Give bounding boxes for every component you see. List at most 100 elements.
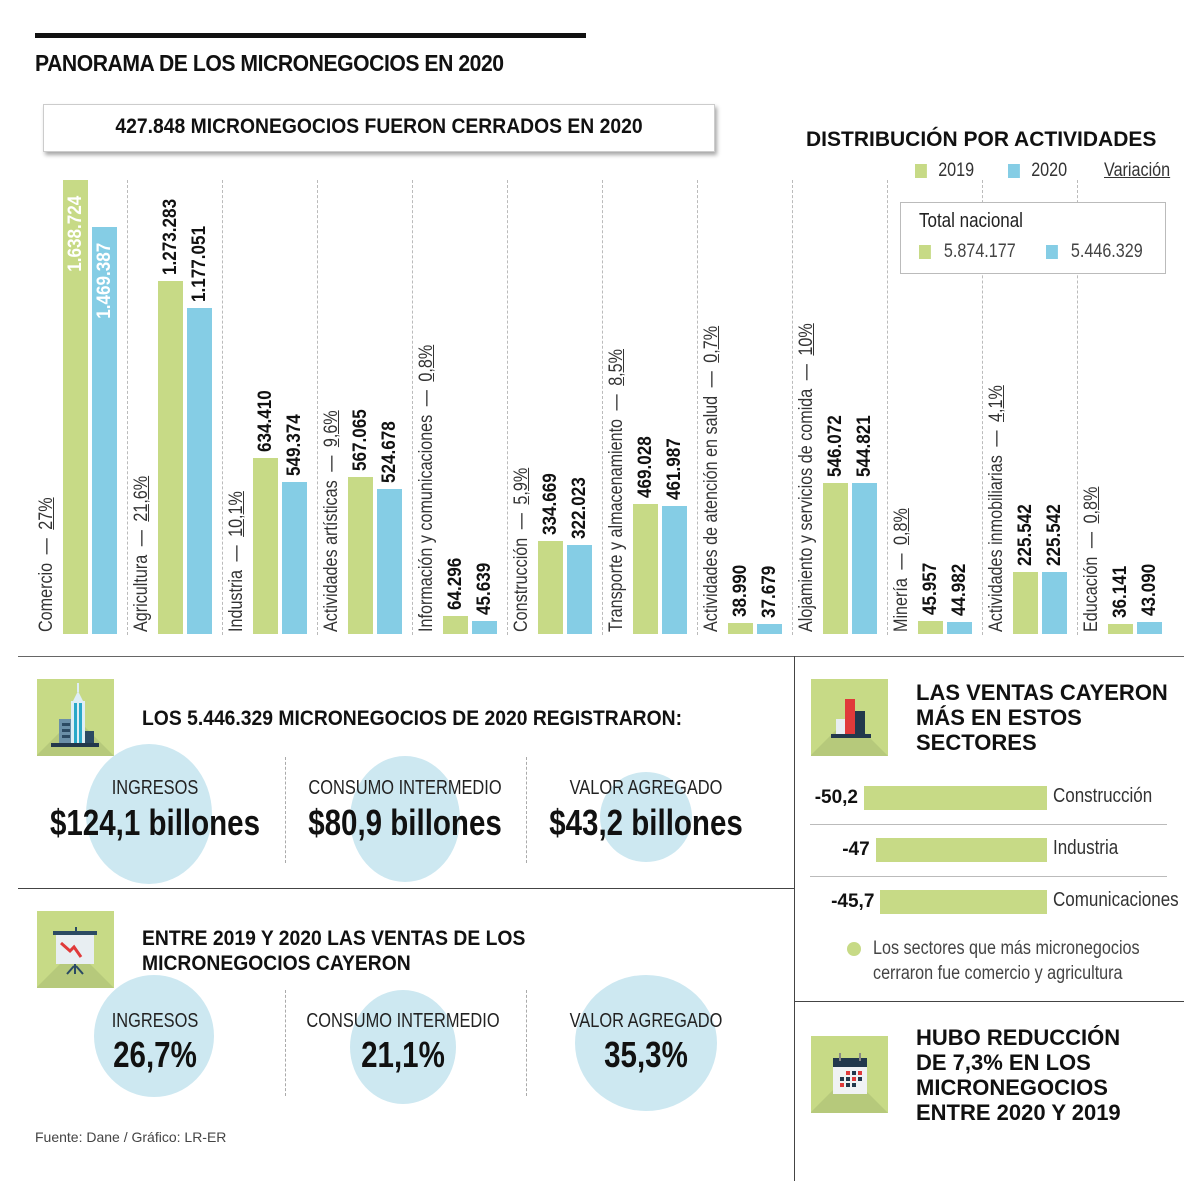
- chart-title: DISTRIBUCIÓN POR ACTIVIDADES: [806, 128, 1157, 151]
- bar-2019: [633, 504, 658, 634]
- category-variation: 10,1%: [226, 491, 247, 537]
- bar-2020: [757, 623, 782, 634]
- value-label-2019: 38.990: [730, 564, 751, 618]
- column-separator: [792, 180, 793, 635]
- legend-label-2020: 2020: [1031, 160, 1068, 181]
- sales-drop-bar: [880, 890, 1047, 914]
- category-variation: 0,7%: [701, 325, 722, 363]
- bar-2019: [538, 541, 563, 634]
- registered-circle-1: [86, 744, 212, 884]
- sales-drop-title: LAS VENTAS CAYERON MÁS EN ESTOS SECTORES: [916, 680, 1168, 755]
- registered-value-consumo: $80,9 billones: [308, 802, 502, 843]
- stat-separator: [285, 990, 286, 1096]
- decline-title: ENTRE 2019 Y 2020 LAS VENTAS DE LOS MICR…: [142, 926, 525, 976]
- column-separator: [1077, 180, 1078, 635]
- dash-separator: —: [891, 553, 912, 570]
- bar-2019: [1108, 623, 1133, 634]
- value-label-2020: 1.177.051: [189, 225, 210, 302]
- category-label: Actividades de atención en salud — 0,7%: [701, 326, 723, 632]
- bar-2020: [852, 483, 877, 634]
- column-separator: [412, 180, 413, 635]
- dash-separator: —: [796, 364, 817, 381]
- total-title: Total nacional: [919, 210, 1023, 232]
- category-variation: 0,8%: [416, 344, 437, 382]
- row-separator: [810, 876, 1167, 877]
- bar-2019: [1013, 571, 1038, 634]
- registered-label-ingresos: INGRESOS: [111, 777, 199, 799]
- value-label-2020: 544.821: [854, 415, 875, 478]
- bar-2020: [1042, 571, 1067, 634]
- decline-label-ingresos: INGRESOS: [111, 1010, 199, 1032]
- bar-2019: [158, 281, 183, 634]
- category-name: Construcción: [511, 537, 532, 632]
- divider-top: [18, 656, 1184, 657]
- total-swatch-2020: [1046, 244, 1058, 259]
- sales-drop-bar: [875, 838, 1047, 862]
- bar-2020: [1137, 622, 1162, 634]
- legend-2020: 2020: [1008, 160, 1067, 182]
- sales-drop-label: Industria: [1053, 837, 1119, 859]
- legend-label-2019: 2019: [938, 160, 975, 181]
- legend-2019: 2019: [915, 160, 974, 182]
- sales-drop-label: Comunicaciones: [1053, 889, 1179, 911]
- registered-circle-2: [350, 756, 460, 882]
- decline-value-consumo: 21,1%: [361, 1034, 445, 1075]
- value-label-2020: 524.678: [379, 420, 400, 483]
- registered-value-ingresos: $124,1 billones: [49, 802, 261, 843]
- value-label-2019: 1.638.724: [65, 195, 86, 272]
- total-value-2020: 5.446.329: [1070, 241, 1143, 262]
- column-separator: [222, 180, 223, 635]
- value-label-2019: 469.028: [635, 436, 656, 499]
- value-label-2019: 567.065: [350, 409, 371, 471]
- column-separator: [982, 180, 983, 635]
- dash-separator: —: [1081, 531, 1102, 549]
- divider-vertical: [794, 656, 795, 1181]
- value-label-2019: 45.957: [920, 562, 941, 616]
- column-separator: [602, 180, 603, 635]
- category-name: Transporte y almacenamiento: [606, 418, 627, 632]
- reduction-title-line4: ENTRE 2020 Y 2019: [916, 1100, 1121, 1125]
- category-label: Construcción — 5,9%: [511, 468, 533, 632]
- note-line1: Los sectores que más micronegocios: [873, 938, 1140, 959]
- source-note: Fuente: Dane / Gráfico: LR-ER: [35, 1129, 227, 1145]
- note-line2: cerraron fue comercio y agricultura: [873, 963, 1123, 984]
- decline-circle-2: [350, 990, 456, 1104]
- category-name: Agricultura: [131, 554, 152, 632]
- dash-separator: —: [131, 530, 152, 547]
- bar-2020: [472, 621, 497, 634]
- sales-drop-bar: [864, 786, 1047, 810]
- registered-circle-3: [600, 772, 692, 862]
- bar-2020: [92, 226, 117, 634]
- legend-swatch-2019: [915, 163, 927, 178]
- value-label-2020: 549.374: [284, 413, 305, 476]
- category-name: Actividades de atención en salud: [701, 395, 722, 632]
- column-separator: [317, 180, 318, 635]
- bar-2020: [567, 544, 592, 634]
- category-label: Industria — 10,1%: [226, 491, 248, 632]
- total-value-2019: 5.874.177: [943, 241, 1016, 262]
- reduction-title-line2: DE 7,3% EN LOS: [916, 1050, 1091, 1075]
- closed-banner-text: 427.848 MICRONEGOCIOS FUERON CERRADOS EN…: [115, 115, 643, 138]
- value-label-2020: 461.987: [664, 438, 685, 500]
- value-label-2020: 45.639: [474, 563, 495, 616]
- bar-2019: [918, 621, 943, 634]
- category-label: Agricultura — 21,6%: [131, 476, 153, 632]
- bar-2020: [282, 481, 307, 634]
- dash-separator: —: [226, 545, 247, 562]
- reduction-title-line1: HUBO REDUCCIÓN: [916, 1025, 1121, 1050]
- bar-chart: Comercio — 27% 1.638.724 1.469.387 Agricultur…: [36, 180, 1162, 635]
- presentation-chart-down-icon: [37, 911, 114, 988]
- sales-drop-value: -45,7: [831, 891, 875, 912]
- legend-swatch-2020: [1008, 163, 1020, 178]
- stat-separator: [526, 757, 527, 863]
- value-label-2019: 64.296: [445, 557, 466, 611]
- bar-2019: [728, 623, 753, 634]
- bar-2019: [443, 616, 468, 634]
- category-variation: 10%: [796, 323, 817, 356]
- closed-banner: 427.848 MICRONEGOCIOS FUERON CERRADOS EN…: [43, 104, 715, 152]
- bar-2019: [823, 482, 848, 634]
- decline-circle-1: [94, 975, 214, 1097]
- bar-2019: [348, 476, 373, 634]
- decline-value-ingresos: 26,7%: [113, 1034, 197, 1075]
- value-label-2019: 546.072: [825, 414, 846, 477]
